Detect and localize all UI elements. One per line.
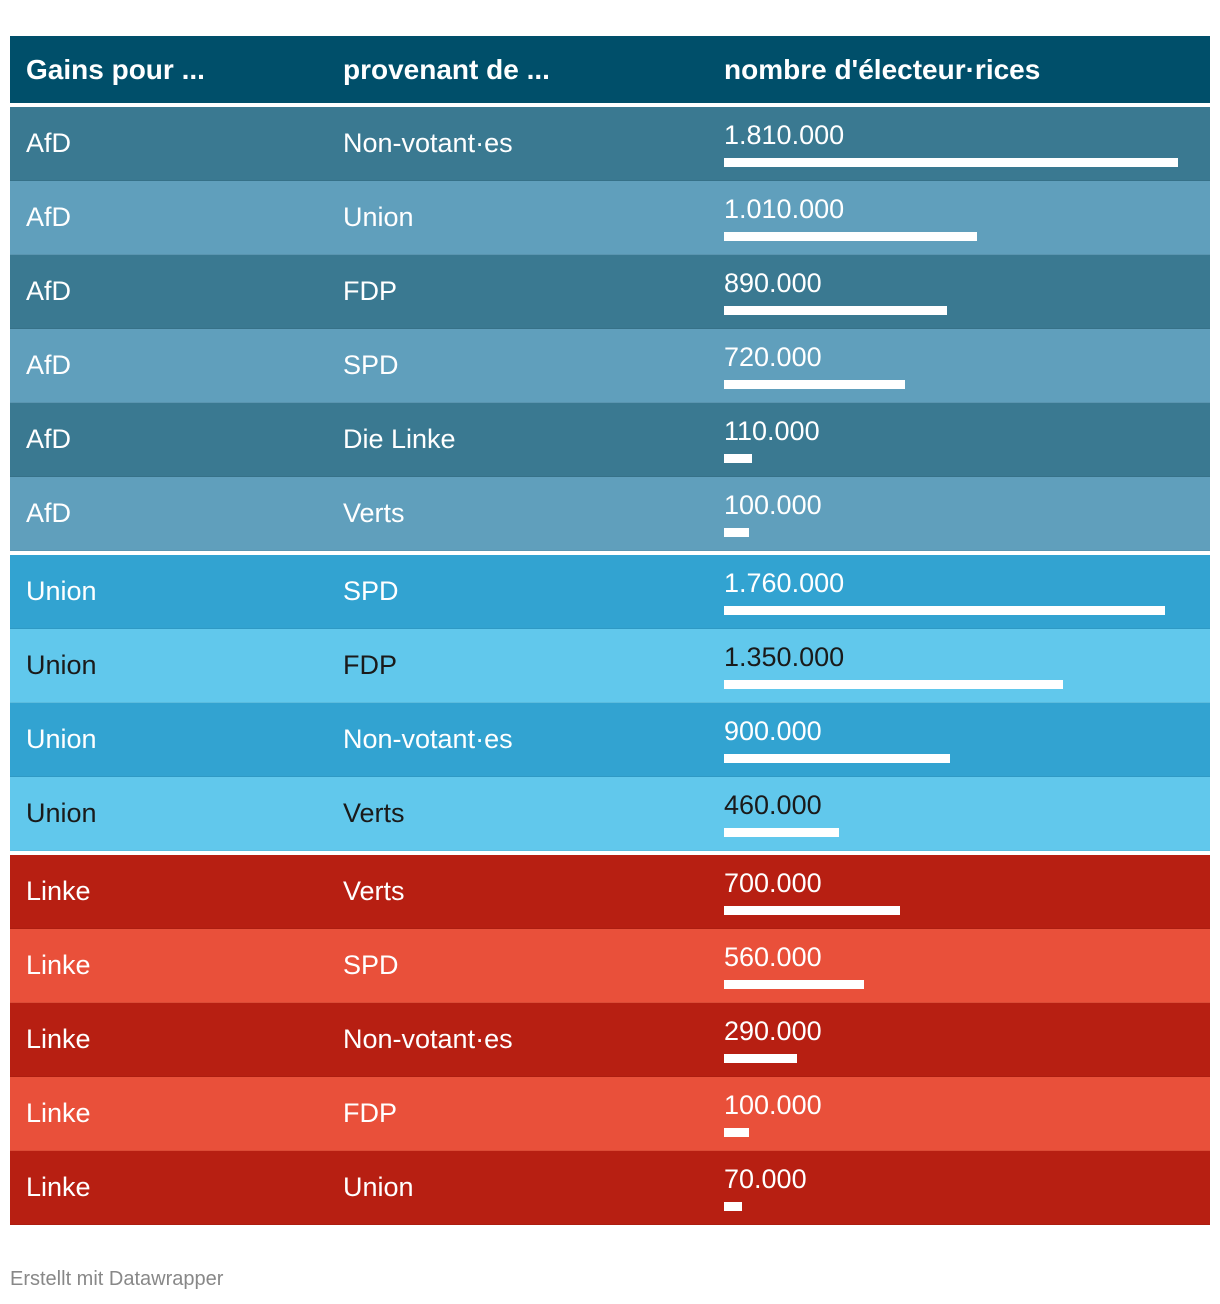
cell-source-party: SPD: [343, 576, 399, 606]
column-header-gains[interactable]: Gains pour ...: [26, 54, 205, 85]
voter-count-bar: [724, 906, 900, 915]
cell-voter-count: 560.000: [724, 942, 822, 972]
table-header: Gains pour ... provenant de ... nombre d…: [10, 36, 1210, 103]
table-row: Linke Non-votant·es 290.000: [10, 1003, 1210, 1077]
cell-voter-count: 110.000: [724, 416, 820, 446]
cell-gain-party: Union: [26, 798, 97, 828]
voter-flow-table: Gains pour ... provenant de ... nombre d…: [10, 36, 1210, 1225]
cell-gain-party: Linke: [26, 1024, 91, 1054]
table-row: AfD Die Linke 110.000: [10, 403, 1210, 477]
voter-count-bar: [724, 980, 864, 989]
table-row: Union Non-votant·es 900.000: [10, 703, 1210, 777]
cell-source-party: Die Linke: [343, 424, 456, 454]
voter-count-bar: [724, 158, 1178, 167]
cell-source-party: SPD: [343, 950, 399, 980]
table-row: Linke Union 70.000: [10, 1151, 1210, 1225]
cell-gain-party: Union: [26, 724, 97, 754]
cell-source-party: Union: [343, 202, 414, 232]
cell-voter-count: 1.760.000: [724, 568, 845, 598]
table-row: Union Verts 460.000: [10, 777, 1210, 851]
cell-voter-count: 70.000: [724, 1164, 807, 1194]
table-row: Linke Verts 700.000: [10, 855, 1210, 929]
table-row: Linke FDP 100.000: [10, 1077, 1210, 1151]
cell-voter-count: 290.000: [724, 1016, 822, 1046]
cell-gain-party: Linke: [26, 950, 91, 980]
voter-count-bar: [724, 680, 1063, 689]
table-row: AfD Non-votant·es 1.810.000: [10, 107, 1210, 181]
cell-gain-party: AfD: [26, 424, 72, 454]
table-row: AfD Union 1.010.000: [10, 181, 1210, 255]
table-body: AfD Non-votant·es 1.810.000 AfD Union 1.010.0…: [10, 103, 1210, 1225]
group-separator: [10, 551, 1210, 555]
cell-gain-party: Linke: [26, 1172, 91, 1202]
cell-gain-party: AfD: [26, 202, 72, 232]
cell-gain-party: Union: [26, 576, 97, 606]
voter-count-bar: [724, 1054, 797, 1063]
cell-source-party: Verts: [343, 498, 405, 528]
voter-count-bar: [724, 828, 839, 837]
cell-voter-count: 1.010.000: [724, 194, 845, 224]
table-row: Union FDP 1.350.000: [10, 629, 1210, 703]
table-row: Linke SPD 560.000: [10, 929, 1210, 1003]
voter-count-bar: [724, 754, 950, 763]
footer-credit[interactable]: Erstellt mit Datawrapper: [10, 1268, 224, 1290]
voter-count-bar: [724, 1202, 742, 1211]
cell-source-party: Non-votant·es: [343, 1024, 513, 1054]
cell-voter-count: 700.000: [724, 868, 822, 898]
table-row: AfD Verts 100.000: [10, 477, 1210, 551]
group-separator: [10, 851, 1210, 855]
voter-count-bar: [724, 380, 905, 389]
cell-voter-count: 1.350.000: [724, 642, 845, 672]
cell-voter-count: 100.000: [724, 490, 822, 520]
cell-source-party: Union: [343, 1172, 414, 1202]
cell-gain-party: Union: [26, 650, 97, 680]
voter-count-bar: [724, 306, 947, 315]
cell-gain-party: AfD: [26, 350, 72, 380]
voter-count-bar: [724, 1128, 749, 1137]
table-row: AfD SPD 720.000: [10, 329, 1210, 403]
cell-source-party: FDP: [343, 276, 397, 306]
cell-voter-count: 900.000: [724, 716, 822, 746]
voter-count-bar: [724, 232, 977, 241]
cell-gain-party: AfD: [26, 128, 72, 158]
cell-source-party: Verts: [343, 876, 405, 906]
cell-gain-party: AfD: [26, 498, 72, 528]
cell-voter-count: 100.000: [724, 1090, 822, 1120]
cell-voter-count: 720.000: [724, 342, 822, 372]
table-row: Union SPD 1.760.000: [10, 555, 1210, 629]
cell-source-party: FDP: [343, 1098, 397, 1128]
group-separator: [10, 103, 1210, 107]
cell-voter-count: 890.000: [724, 268, 822, 298]
cell-source-party: Non-votant·es: [343, 128, 513, 158]
column-header-source[interactable]: provenant de ...: [343, 54, 550, 85]
column-header-voters[interactable]: nombre d'électeur·rices: [724, 54, 1041, 85]
table-row: AfD FDP 890.000: [10, 255, 1210, 329]
cell-source-party: SPD: [343, 350, 399, 380]
cell-gain-party: Linke: [26, 1098, 91, 1128]
voter-count-bar: [724, 606, 1165, 615]
voter-count-bar: [724, 528, 749, 537]
cell-voter-count: 1.810.000: [724, 120, 845, 150]
cell-gain-party: Linke: [26, 876, 91, 906]
cell-gain-party: AfD: [26, 276, 72, 306]
cell-source-party: FDP: [343, 650, 397, 680]
cell-voter-count: 460.000: [724, 790, 822, 820]
cell-source-party: Non-votant·es: [343, 724, 513, 754]
voter-count-bar: [724, 454, 752, 463]
cell-source-party: Verts: [343, 798, 405, 828]
